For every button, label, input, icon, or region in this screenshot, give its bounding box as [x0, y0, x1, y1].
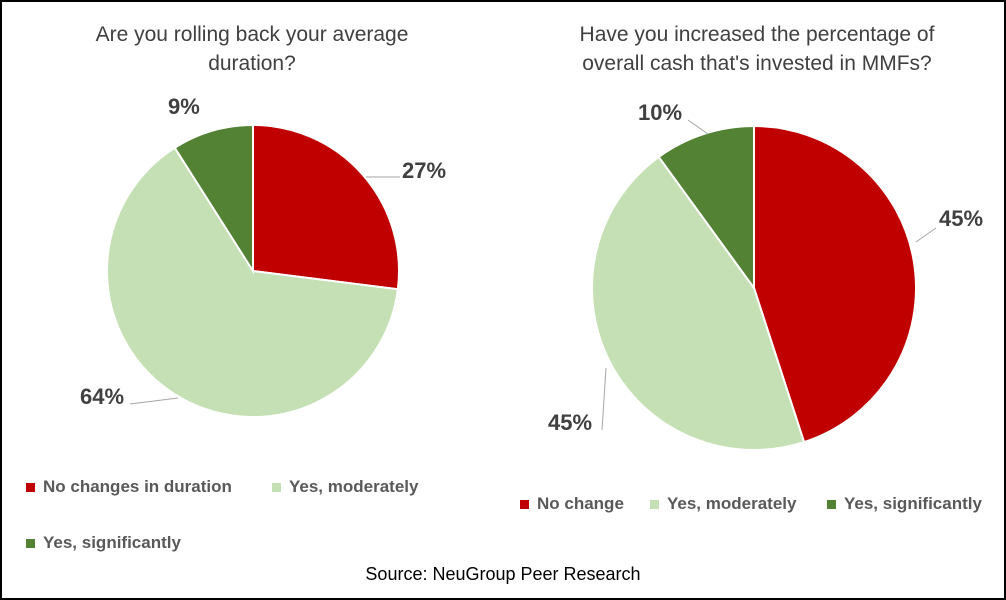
data-label-moderately-mmf: 45% [548, 410, 593, 435]
legend-label: Yes, significantly [43, 533, 181, 552]
legend-swatch [26, 482, 35, 492]
legend-label: No changes in duration [43, 477, 232, 496]
legend-label: Yes, moderately [289, 477, 419, 496]
data-label-moderately-duration: 64% [80, 384, 125, 409]
slice-no-change [252, 123, 400, 291]
legend-item-moderately-duration: Yes, moderately [272, 477, 418, 497]
chart-title-mmf: Have you increased the percentage of ove… [532, 20, 982, 78]
legend-label: Yes, moderately [667, 494, 797, 513]
legend-item-no-change-mmf: No change [520, 494, 624, 514]
pie-chart-mmf [591, 124, 917, 451]
legend-label: Yes, significantly [844, 494, 982, 513]
data-label-significantly-mmf: 10% [638, 100, 683, 125]
legend-label: No change [537, 494, 624, 513]
pie-chart-duration [106, 123, 400, 418]
leader-line-45-left [601, 367, 607, 431]
data-label-significantly-duration: 9% [168, 94, 200, 119]
slice-moderately [106, 146, 399, 418]
legend-item-moderately-mmf: Yes, moderately [650, 494, 796, 514]
data-label-no-change-mmf: 45% [939, 206, 984, 231]
legend-item-significantly-duration: Yes, significantly [26, 533, 181, 553]
title-line: Are you rolling back your average [95, 23, 409, 46]
data-label-no-change-duration: 27% [402, 158, 447, 183]
slice-moderately [591, 155, 806, 451]
chart-title-duration: Are you rolling back your average durati… [42, 20, 462, 78]
leader-line-64 [129, 397, 179, 405]
slice-significantly [657, 124, 755, 292]
slice-no-change [753, 124, 917, 444]
title-line: Have you increased the percentage of [579, 23, 935, 46]
legend-item-significantly-mmf: Yes, significantly [827, 494, 982, 514]
legend-item-no-change-duration: No changes in duration [26, 477, 232, 497]
legend-swatch [827, 499, 836, 509]
leader-line-45-right [915, 227, 937, 243]
source-note: Source: NeuGroup Peer Research [365, 564, 641, 584]
legend-swatch [650, 499, 659, 509]
legend-swatch [26, 538, 35, 548]
title-line: overall cash that's invested in MMFs? [582, 52, 932, 75]
slice-significantly [173, 123, 254, 275]
legend-swatch [272, 482, 281, 492]
title-line: duration? [208, 52, 296, 75]
legend-swatch [520, 499, 529, 509]
leader-line-10 [687, 119, 709, 135]
